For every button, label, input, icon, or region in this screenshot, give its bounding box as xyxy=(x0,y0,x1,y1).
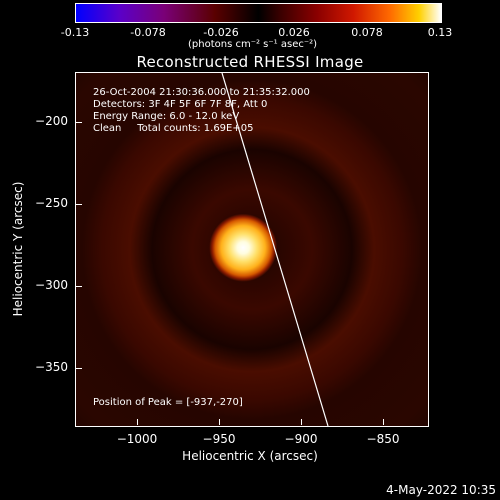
y-axis-label: Heliocentric Y (arcsec) xyxy=(11,181,25,317)
y-tick-label: −200 xyxy=(35,114,68,128)
x-tick-mark xyxy=(383,419,384,425)
y-tick-mark xyxy=(76,286,82,287)
detectors-text: Detectors: 3F 4F 5F 6F 7F 8F, Att 0 xyxy=(93,99,268,110)
colorbar-units: (photons cm⁻² s⁻¹ asec⁻²) xyxy=(188,39,318,50)
y-tick-mark xyxy=(76,122,82,123)
peak-position-text: Position of Peak = [-937,-270] xyxy=(93,397,243,408)
energy-range-text: Energy Range: 6.0 - 12.0 keV xyxy=(93,111,240,122)
clean-counts-text: Clean Total counts: 1.69E+05 xyxy=(93,123,254,134)
x-tick-label: −850 xyxy=(366,432,400,446)
y-tick-label: −300 xyxy=(35,278,68,292)
time-range-text: 26-Oct-2004 21:30:36.000 to 21:35:32.000 xyxy=(93,87,310,98)
y-tick-mark xyxy=(76,204,82,205)
date-stamp: 4-May-2022 10:35 xyxy=(386,483,496,497)
colorbar-tick: 0.13 xyxy=(427,26,453,39)
x-tick-mark xyxy=(137,419,138,425)
solar-limb-overlay xyxy=(221,73,329,426)
colorbar xyxy=(75,3,442,23)
colorbar-tick: 0.026 xyxy=(278,26,310,39)
x-tick-mark xyxy=(219,419,220,425)
image-title: Reconstructed RHESSI Image xyxy=(136,53,364,71)
colorbar-tick: -0.078 xyxy=(130,26,166,39)
y-tick-label: −250 xyxy=(35,196,68,210)
x-axis-label: Heliocentric X (arcsec) xyxy=(182,449,318,463)
y-tick-mark xyxy=(76,368,82,369)
x-tick-mark xyxy=(301,419,302,425)
colorbar-tick: -0.026 xyxy=(203,26,239,39)
solar-limb-line xyxy=(221,73,329,426)
y-tick-label: −350 xyxy=(35,360,68,374)
colorbar-tick: 0.078 xyxy=(351,26,383,39)
colorbar-tick: -0.13 xyxy=(60,26,90,39)
x-tick-label: −1000 xyxy=(116,432,158,446)
rhessi-image-plot xyxy=(75,72,429,427)
x-tick-label: −900 xyxy=(284,432,318,446)
x-tick-label: −950 xyxy=(202,432,236,446)
